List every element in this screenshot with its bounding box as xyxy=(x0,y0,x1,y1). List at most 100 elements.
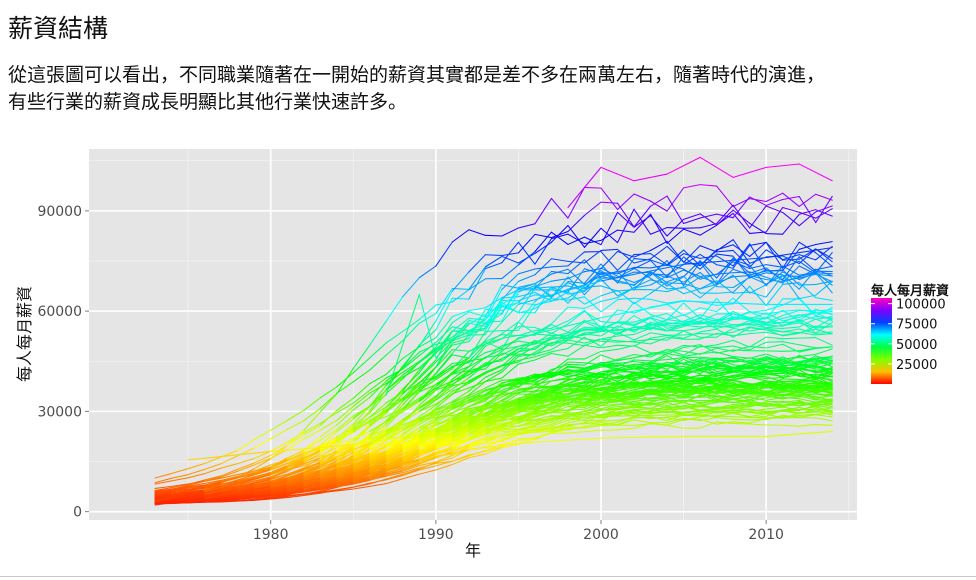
series-line xyxy=(319,419,338,431)
series-line xyxy=(286,489,305,493)
series-line xyxy=(286,494,305,499)
series-line xyxy=(468,330,486,359)
series-line xyxy=(484,406,503,418)
series-line xyxy=(303,453,321,464)
series-line-notable xyxy=(270,457,321,476)
series-line xyxy=(683,307,701,317)
series-line xyxy=(749,341,767,351)
series-line xyxy=(517,400,536,403)
series-line xyxy=(650,327,668,332)
series-line xyxy=(385,368,404,379)
series-line xyxy=(154,487,173,492)
series-line xyxy=(815,364,833,375)
series-line xyxy=(385,378,404,395)
series-line xyxy=(534,432,552,440)
series-line xyxy=(567,332,586,341)
series-line xyxy=(600,407,619,411)
series-line xyxy=(154,472,173,479)
series-line xyxy=(187,473,206,479)
series-line xyxy=(319,471,338,478)
series-line xyxy=(501,428,519,435)
series-line xyxy=(666,269,685,279)
series-line xyxy=(650,200,668,212)
series-line-notable xyxy=(567,166,602,209)
series-line xyxy=(633,371,652,375)
series-line xyxy=(583,410,602,416)
series-line xyxy=(550,347,569,353)
series-line xyxy=(484,393,503,405)
series-line xyxy=(798,385,817,394)
series-line xyxy=(633,292,652,305)
series-line xyxy=(650,388,668,392)
series-line xyxy=(435,385,453,400)
series-line xyxy=(699,356,718,359)
series-line xyxy=(633,365,652,370)
series-line-notable xyxy=(517,389,602,401)
series-line xyxy=(286,491,305,495)
series-line xyxy=(319,386,338,399)
series-line xyxy=(517,223,536,229)
series-line xyxy=(550,197,569,219)
series-line xyxy=(815,361,833,366)
series-line xyxy=(418,341,437,357)
series-line xyxy=(451,438,470,447)
series-line xyxy=(336,444,354,453)
series-line xyxy=(484,254,503,257)
series-line xyxy=(501,351,519,367)
series-line xyxy=(633,273,652,286)
series-line xyxy=(220,489,239,493)
series-line xyxy=(468,345,486,368)
series-line xyxy=(583,420,602,425)
series-line xyxy=(501,408,519,417)
series-line xyxy=(517,356,536,361)
series-line xyxy=(402,445,420,454)
series-line xyxy=(666,303,685,317)
series-line xyxy=(336,372,354,388)
series-line xyxy=(650,281,668,294)
series-line xyxy=(435,368,453,381)
series-line xyxy=(567,402,586,411)
series-line xyxy=(765,390,784,396)
series-line xyxy=(418,320,437,347)
series-line xyxy=(319,473,338,479)
series-line xyxy=(765,329,784,337)
series-line xyxy=(154,488,173,492)
series-line xyxy=(352,392,371,407)
series-line xyxy=(451,433,470,443)
series-line xyxy=(253,438,272,449)
series-line xyxy=(352,442,371,456)
series-line xyxy=(550,231,569,245)
series-line xyxy=(765,278,784,283)
series-line xyxy=(765,343,784,349)
series-line xyxy=(633,393,652,400)
series-line xyxy=(633,249,652,258)
series-line xyxy=(699,280,718,290)
series-line xyxy=(303,411,321,432)
series-line xyxy=(782,365,800,370)
series-line xyxy=(319,482,338,486)
series-line xyxy=(815,268,833,277)
series-line xyxy=(484,349,503,358)
series-line xyxy=(204,499,222,502)
series-line xyxy=(468,397,486,404)
series-line xyxy=(385,438,404,451)
series-line xyxy=(782,390,800,393)
series-line xyxy=(336,367,354,395)
series-line xyxy=(815,241,833,245)
series-line xyxy=(616,353,635,360)
series-line xyxy=(270,494,288,497)
series-line xyxy=(468,428,486,438)
series-line xyxy=(418,349,437,364)
series-line xyxy=(550,268,569,275)
series-line xyxy=(600,400,619,404)
series-line xyxy=(534,375,552,383)
series-line xyxy=(765,406,784,410)
series-line xyxy=(666,228,685,244)
series-line xyxy=(567,214,586,233)
series-line xyxy=(633,345,652,354)
series-line xyxy=(765,233,784,235)
series-line xyxy=(716,371,734,377)
series-line xyxy=(699,377,718,382)
series-line xyxy=(534,393,552,398)
series-line xyxy=(451,337,470,344)
